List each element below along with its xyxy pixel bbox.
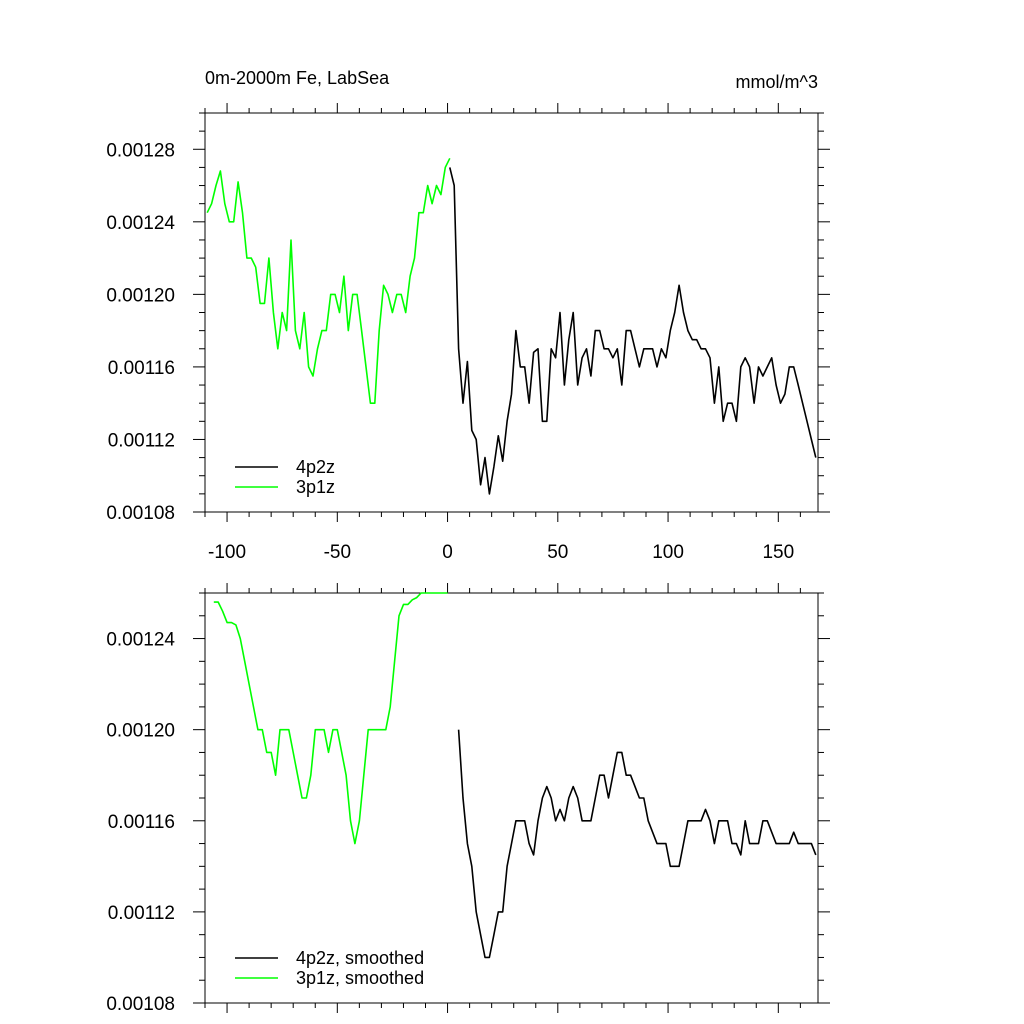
legend-label-0: 4p2z (296, 457, 335, 477)
y-tick-label: 0.00108 (106, 503, 175, 524)
chart-title: 0m-2000m Fe, LabSea (205, 68, 390, 88)
x-tick-label: -50 (324, 542, 351, 563)
y-tick-label: 0.00112 (108, 430, 175, 451)
y-tick-label: 0.00124 (106, 213, 175, 234)
bottom-chart-panel: 0.00108 0.00112 0.00116 0.00120 0.00124 4p2z,… (106, 583, 830, 1015)
y-tick-label: 0.00128 (106, 140, 175, 161)
legend-label-1: 3p1z (296, 477, 335, 497)
x-tick-label: 100 (652, 542, 684, 563)
y-tick-label: 0.00108 (106, 994, 175, 1015)
x-tick-label: 50 (547, 542, 568, 563)
series-line-1 (206, 157, 451, 405)
series-line-0 (457, 729, 817, 959)
y-tick-label: 0.00120 (106, 721, 175, 742)
legend-label-1: 3p1z, smoothed (296, 968, 424, 988)
plot-frame (204, 112, 819, 513)
x-tick-label: 0 (442, 542, 453, 563)
legend-label-0: 4p2z, smoothed (296, 948, 424, 968)
y-tick-label: 0.00112 (108, 903, 175, 924)
top-chart-panel: 0m-2000m Fe, LabSea mmol/m^3 -100 -50 0 50 1… (106, 68, 830, 563)
x-tick-label: 150 (762, 542, 794, 563)
y-tick-label: 0.00116 (108, 812, 175, 833)
y-tick-label: 0.00116 (108, 358, 175, 379)
units-label: mmol/m^3 (736, 72, 818, 92)
series-line-1 (213, 592, 448, 845)
y-tick-label: 0.00120 (106, 285, 175, 306)
plot-frame (204, 592, 819, 1004)
series-line-0 (449, 167, 817, 495)
y-tick-label: 0.00124 (106, 630, 175, 651)
x-tick-label: -100 (208, 542, 246, 563)
